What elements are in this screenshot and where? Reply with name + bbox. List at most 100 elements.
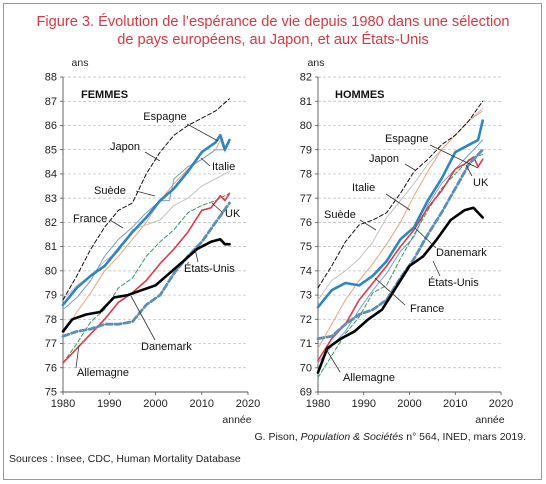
series-lines (316, 100, 485, 378)
annotation-leader (130, 295, 156, 341)
y-tick-label: 78 (300, 169, 312, 181)
series-line-etats-unis (316, 206, 484, 374)
figure-sources: Sources : Insee, CDC, Human Mortality Da… (9, 453, 241, 465)
series-annotations: Espagne Japon Italie UK Suède Danemark États-U… (324, 133, 489, 384)
y-tick-label: 79 (300, 144, 312, 156)
y-tick-label: 80 (45, 265, 57, 277)
y-tick-label: 78 (45, 314, 57, 326)
x-tick-label: 2020 (236, 398, 260, 410)
series-line-espagne (61, 133, 231, 307)
series-line-italie (317, 110, 484, 349)
annotation-leader (432, 260, 441, 277)
figure-frame (3, 3, 542, 480)
annotation-leader (200, 157, 211, 167)
series-label-uk: UK (473, 177, 489, 189)
y-tick-label: 76 (45, 362, 57, 374)
series-annotations: Espagne Japon Italie Suède UK France États-Uni… (73, 111, 241, 379)
x-tick-label: 2000 (143, 398, 167, 410)
annotation-leader (414, 227, 437, 249)
y-tick-label: 86 (45, 120, 57, 132)
y-tick-label: 74 (300, 265, 312, 277)
annotation-leader (75, 344, 80, 369)
y-tick-label: 77 (300, 193, 312, 205)
x-tick-label: 1980 (51, 398, 75, 410)
series-label-italie: Italie (212, 161, 235, 173)
series-line-danemark (61, 201, 231, 338)
series-line-allemagne (62, 192, 230, 364)
annotation-leader (135, 190, 156, 197)
y-tick-label: 80 (300, 120, 312, 132)
y-tick-label: 81 (300, 96, 312, 108)
annotation-leader (385, 193, 411, 211)
series-label-espagne: Espagne (143, 111, 186, 123)
figure-title-line-2: de pays européens, au Japon, et aux État… (117, 32, 429, 48)
series-label-uk: UK (225, 208, 241, 220)
y-tick-label: 73 (300, 290, 312, 302)
annotation-leader (194, 248, 199, 263)
series-label-allemagne: Allemagne (343, 372, 395, 384)
annotation-leader (404, 163, 416, 171)
y-tick-label: 75 (300, 241, 312, 253)
y-tick-label: 79 (45, 290, 57, 302)
x-tick-label: 1990 (352, 398, 376, 410)
series-line-allemagne (317, 154, 484, 378)
gridlines (63, 76, 248, 369)
y-tick-label: 77 (45, 338, 57, 350)
series-line-japon (317, 100, 484, 289)
annotation-leader (109, 219, 124, 229)
chart-panel-femmes: 75 76 77 78 79 80 81 82 83 84 85 86 87 88 1980 1990 2000… (45, 57, 260, 426)
annotation-leader (429, 144, 479, 169)
series-label-japon: Japon (110, 141, 140, 153)
chart-panel-hommes: 69 70 71 72 73 74 75 76 77 78 79 80 81 82 1980 1990 2000… (300, 57, 513, 426)
panel-label: FEMMES (81, 89, 128, 101)
y-tick-label: 81 (45, 241, 57, 253)
series-line-uk (317, 156, 484, 362)
credit-journal: Population & Sociétés (300, 431, 404, 443)
series-label-france: France (410, 303, 444, 315)
series-label-allemagne: Allemagne (77, 367, 129, 379)
series-line-uk (62, 192, 231, 364)
y-tick-label: 83 (45, 193, 57, 205)
y-tick-label: 70 (300, 362, 312, 374)
y-tick-label: 88 (45, 72, 57, 84)
y-tick-label: 71 (300, 338, 312, 350)
annotation-leader (186, 123, 219, 142)
series-label-espagne: Espagne (385, 133, 428, 145)
annotation-leader (325, 348, 341, 373)
x-tick-label: 2000 (397, 398, 421, 410)
x-tick-label: 2010 (190, 398, 214, 410)
x-tick-label: 1990 (97, 398, 121, 410)
series-label-etats-unis: États-Unis (428, 276, 479, 289)
y-tick-label: 72 (300, 314, 312, 326)
series-label-danemark: Danemark (436, 247, 487, 259)
series-line-france (62, 141, 230, 311)
series-line-japon (62, 98, 230, 301)
y-tick-label: 75 (45, 387, 57, 399)
figure-credit: G. Pison, Population & Sociétés n° 564, … (254, 431, 526, 443)
credit-rest: n° 564, INED, mars 2019. (403, 431, 526, 443)
series-label-suede: Suède (94, 185, 126, 197)
series-label-italie: Italie (352, 182, 375, 194)
series-line-espagne (316, 119, 484, 309)
figure-title: Figure 3. Évolution de l’espérance de vi… (0, 13, 546, 49)
series-line-etats-unis (61, 238, 231, 333)
gridlines (318, 76, 501, 369)
series-label-japon: Japon (369, 153, 399, 165)
y-tick-label: 69 (300, 387, 312, 399)
y-axis-unit: ans (72, 57, 89, 69)
annotation-leader (465, 164, 473, 177)
series-label-suede: Suède (324, 209, 356, 221)
annotation-leader (359, 219, 377, 231)
panel-label: HOMMES (335, 89, 385, 101)
y-tick-label: 85 (45, 144, 57, 156)
y-tick-label: 82 (45, 217, 57, 229)
annotation-leader (211, 202, 224, 214)
series-line-danemark (316, 148, 485, 341)
figure-title-line-1: Figure 3. Évolution de l’espérance de vi… (36, 14, 510, 30)
series-label-france: France (73, 213, 107, 225)
y-tick-label: 84 (45, 169, 57, 181)
series-label-danemark: Danemark (141, 341, 192, 353)
credit-author: G. Pison, (254, 431, 301, 443)
y-tick-label: 82 (300, 72, 312, 84)
